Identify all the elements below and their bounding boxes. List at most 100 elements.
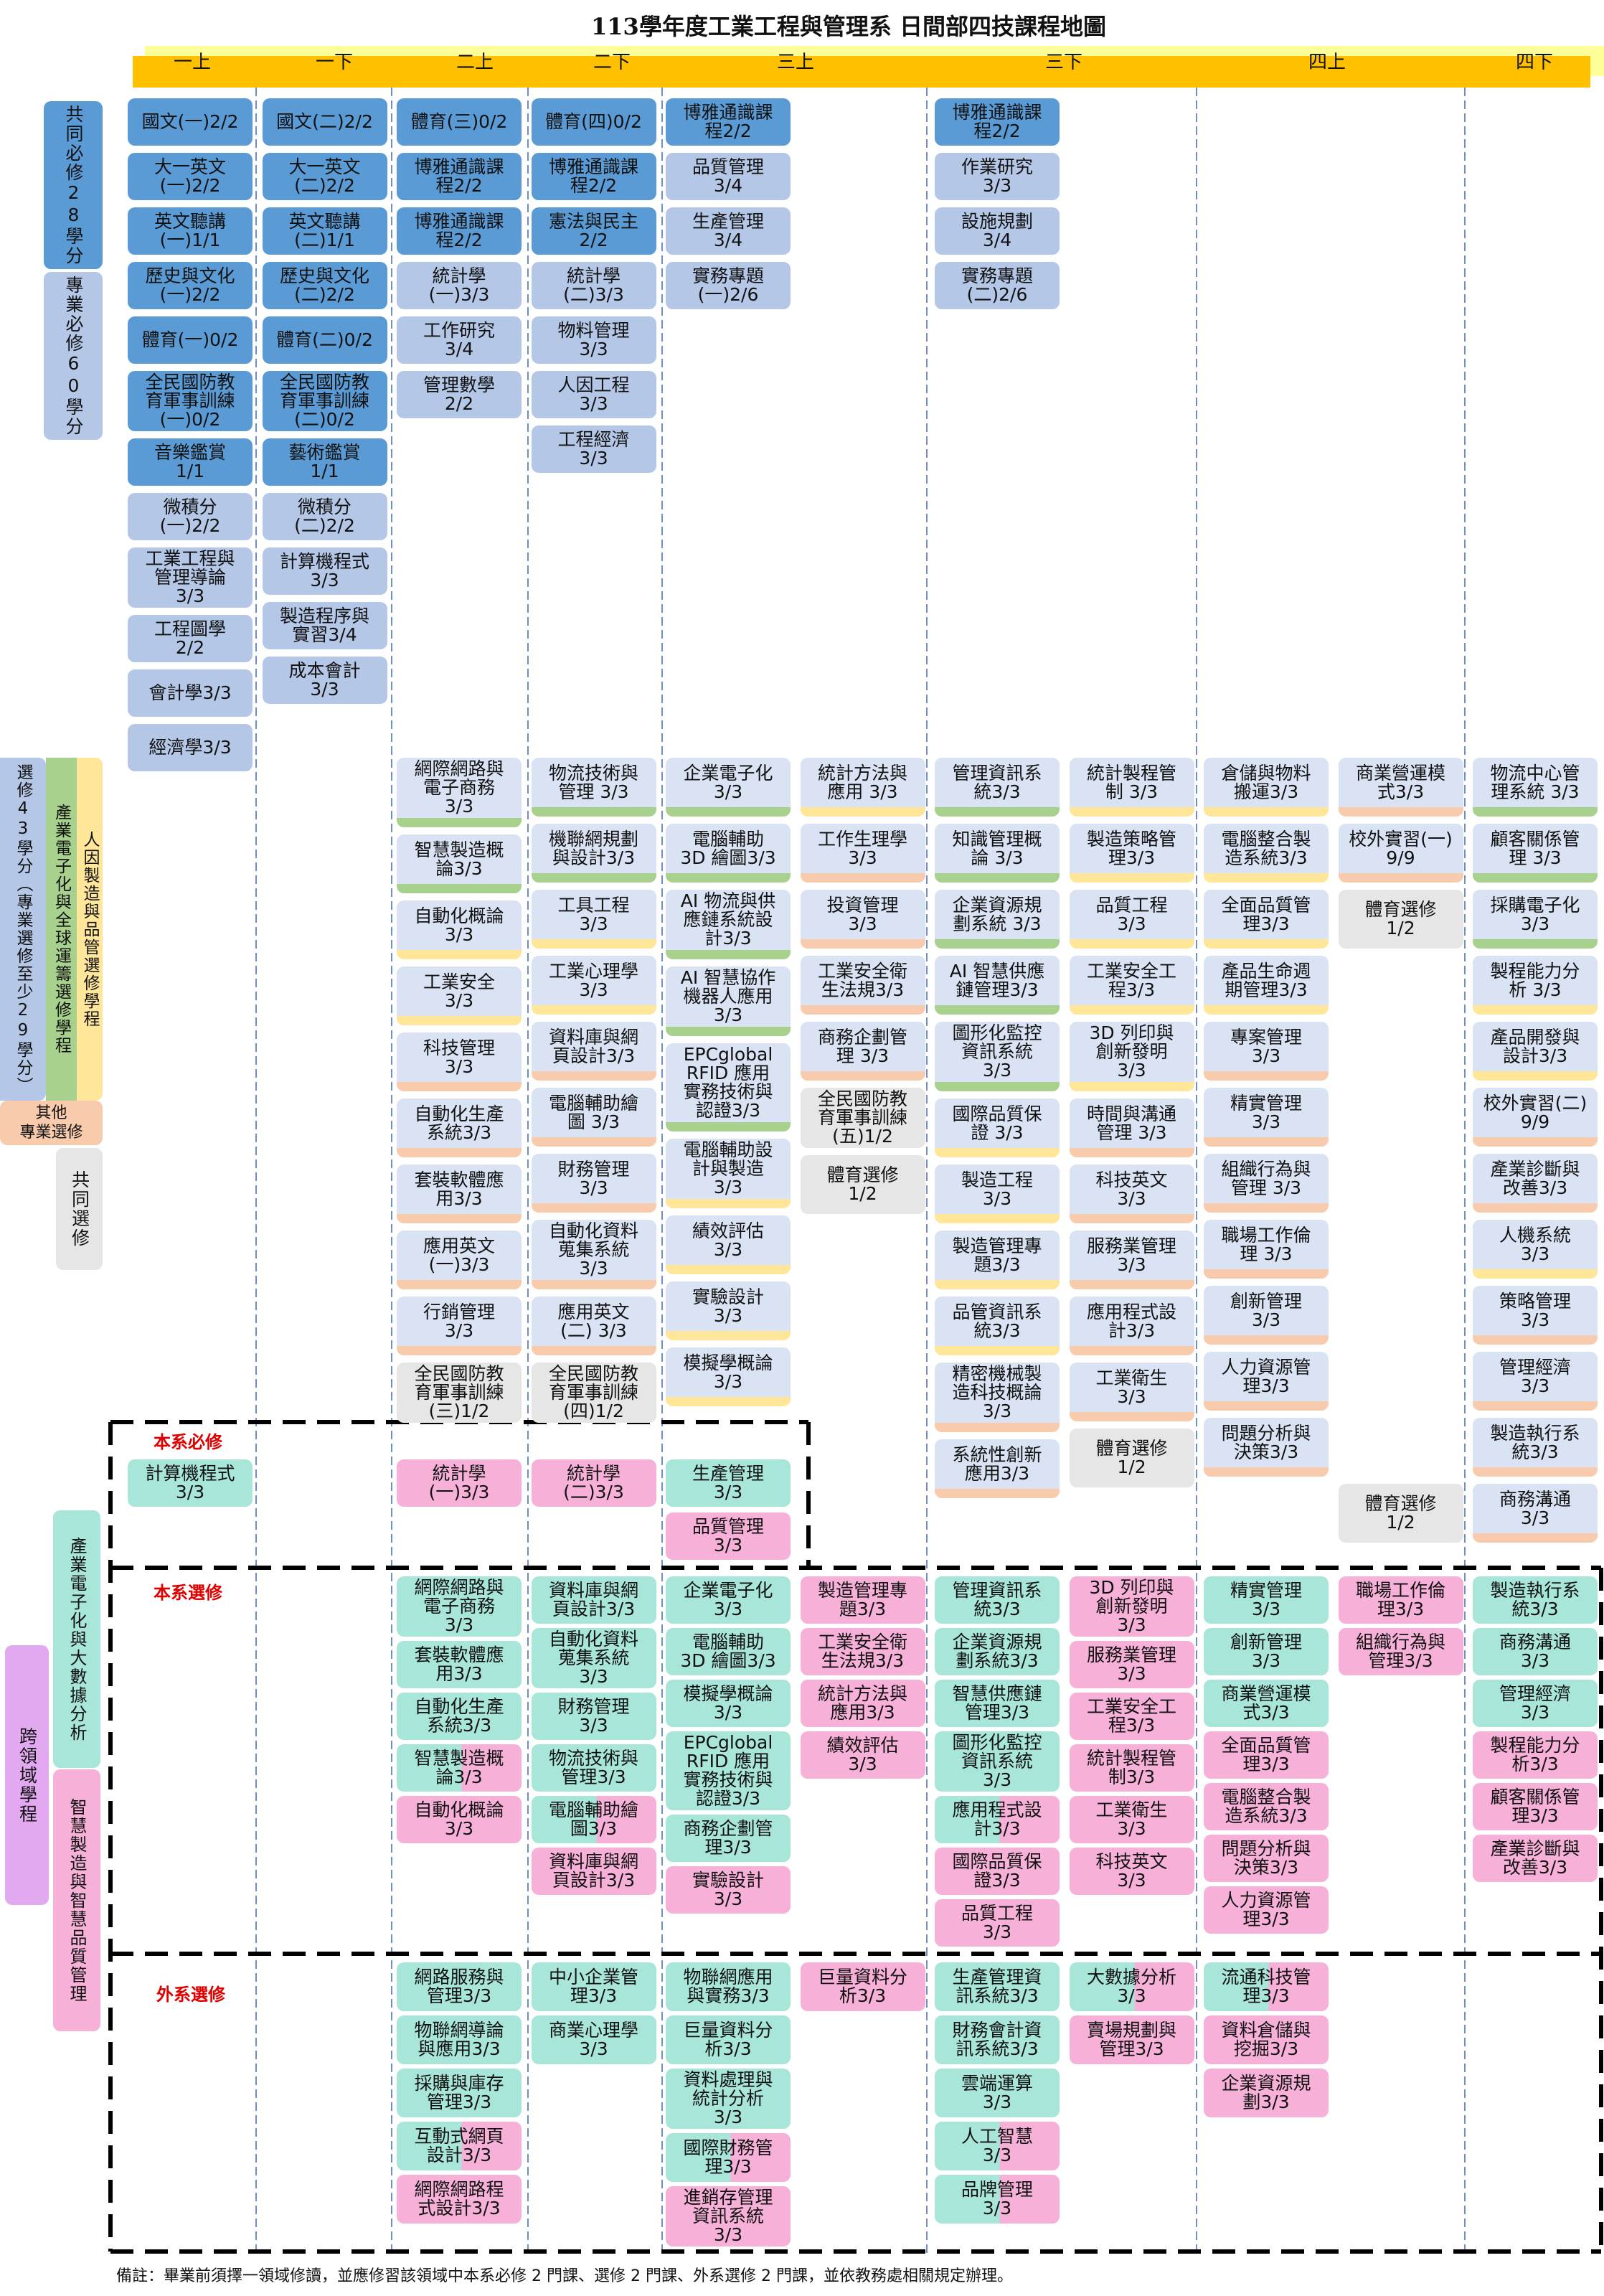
course-card: 商業營運模 式3/3 bbox=[1338, 758, 1463, 817]
course-card: 國際品質保 證 3/3 bbox=[935, 1098, 1060, 1157]
course-card: 商業心理學 3/3 bbox=[531, 2015, 656, 2064]
label-other-elective: 其他 專業選修 bbox=[0, 1101, 103, 1145]
course-card: 製造程序與 實習3/4 bbox=[262, 602, 387, 649]
course-column: 商業營運模 式3/3 校外實習(一) 9/9 體育選修 1/2 體育選修 1/2 bbox=[1338, 758, 1463, 1543]
course-card: 電腦整合製 造系統3/3 bbox=[1204, 824, 1329, 883]
course-card: 互動式網頁 設計3/3 bbox=[397, 2122, 522, 2170]
course-card: 全民國防教 育軍事訓練 (二)0/2 bbox=[262, 371, 387, 431]
course-card: 商業營運模 式3/3 bbox=[1204, 1680, 1329, 1727]
course-card: 校外實習(一) 9/9 bbox=[1338, 824, 1463, 883]
course-card: 統計學 (二)3/3 bbox=[531, 262, 656, 309]
course-card: 工具工程 3/3 bbox=[531, 890, 656, 949]
course-card: 實驗設計 3/3 bbox=[666, 1281, 791, 1340]
course-column: 巨量資料分 析3/3 bbox=[800, 1962, 925, 2011]
course-card: 計算機程式 3/3 bbox=[262, 547, 387, 595]
course-card: 職場工作倫 理 3/3 bbox=[1204, 1220, 1329, 1279]
course-card: 職場工作倫 理3/3 bbox=[1338, 1576, 1463, 1624]
course-card: 倉儲與物料 搬運3/3 bbox=[1204, 758, 1329, 817]
course-card: 系統性創新 應用3/3 bbox=[935, 1439, 1060, 1498]
semester-4-2: 四下 bbox=[1515, 52, 1554, 73]
course-card: 品質管理 3/4 bbox=[666, 153, 791, 200]
course-card: 工程圖學 2/2 bbox=[128, 615, 253, 662]
course-card: 服務業管理 3/3 bbox=[1069, 1641, 1194, 1688]
course-card: 全面品質管 理3/3 bbox=[1204, 890, 1329, 949]
label-elective-total: 選修43學分（專業選修至少29學分） bbox=[0, 758, 46, 1101]
course-card: 微積分 (二)2/2 bbox=[262, 493, 387, 540]
course-card: 網際網路與 電子商務 3/3 bbox=[397, 758, 522, 827]
course-card: 統計學 (一)3/3 bbox=[397, 1459, 522, 1507]
label-external-elective: 外系選修 bbox=[156, 1985, 225, 2005]
course-card: 體育選修 1/2 bbox=[1338, 890, 1463, 949]
course-card: 製造執行系 統3/3 bbox=[1473, 1418, 1598, 1477]
course-card: 博雅通識課 程2/2 bbox=[666, 98, 791, 146]
course-card: 品質工程 3/3 bbox=[935, 1899, 1060, 1947]
course-card: 科技管理 3/3 bbox=[397, 1032, 522, 1091]
course-card: 大一英文 (一)2/2 bbox=[128, 153, 253, 200]
empty-slot bbox=[1339, 1418, 1463, 1477]
course-card: 精密機械製 造科技概論 3/3 bbox=[935, 1363, 1060, 1432]
course-column: 管理資訊系 統3/3 企業資源規 劃系統3/3 智慧供應鏈 管理3/3 圖形化監控 資… bbox=[935, 1576, 1060, 1947]
course-card: 品牌管理 3/3 bbox=[935, 2175, 1060, 2224]
course-column: 資料庫與網 頁設計3/3 自動化資料 蒐集系統 3/3 財務管理 3/3 物流技術與 … bbox=[531, 1576, 656, 1895]
course-card: 全民國防教 育軍事訓練 (三)1/2 bbox=[397, 1363, 522, 1423]
course-card: 電腦輔助 3D 繪圖3/3 bbox=[666, 824, 791, 883]
course-card: 生產管理 3/3 bbox=[666, 1459, 791, 1507]
course-card: 品管資訊系 統3/3 bbox=[935, 1297, 1060, 1355]
course-card: 製造管理專 題3/3 bbox=[800, 1576, 925, 1624]
course-card: 商務企劃管 理 3/3 bbox=[800, 1022, 925, 1081]
course-card: 顧客關係管 理3/3 bbox=[1473, 1783, 1598, 1830]
course-card: 電腦輔助繪 圖3/3 bbox=[531, 1796, 656, 1843]
course-card: 精實管理 3/3 bbox=[1204, 1576, 1329, 1624]
semester-2-1: 二上 bbox=[456, 52, 494, 73]
course-column: 中小企業管 理3/3 商業心理學 3/3 bbox=[531, 1962, 656, 2064]
course-card: 進銷存管理 資訊系統 3/3 bbox=[666, 2186, 791, 2246]
course-card: 績效評估 3/3 bbox=[666, 1215, 791, 1274]
course-card: 自動化概論 3/3 bbox=[397, 900, 522, 959]
course-card: 歷史與文化 (一)2/2 bbox=[128, 262, 253, 309]
course-column: 企業電子化 3/3 電腦輔助 3D 繪圖3/3 AI 物流與供 應鏈系統設 計3/3… bbox=[666, 758, 791, 1406]
course-card: 網際網路與 電子商務 3/3 bbox=[397, 1576, 522, 1637]
course-card: 物流中心管 理系統 3/3 bbox=[1473, 758, 1598, 817]
course-card: 採購與庫存 管理3/3 bbox=[397, 2069, 522, 2117]
course-card: 服務業管理 3/3 bbox=[1069, 1231, 1194, 1289]
course-column: 管理資訊系 統3/3 知識管理概 論 3/3 企業資源規 劃系統 3/3 AI 智慧供… bbox=[935, 758, 1060, 1498]
empty-slot bbox=[1339, 956, 1463, 1015]
course-card: 體育選修 1/2 bbox=[1338, 1484, 1463, 1543]
course-card: 博雅通識課 程2/2 bbox=[397, 207, 522, 255]
label-smart-mfg-quality: 智慧製造與智慧品質管理 bbox=[53, 1769, 100, 2031]
course-card: 產業診斷與 改善3/3 bbox=[1473, 1835, 1598, 1882]
course-card: 工業安全工 程3/3 bbox=[1069, 956, 1194, 1015]
course-card: 工程經濟 3/3 bbox=[531, 425, 656, 473]
label-major-required: 專業必修60學分 bbox=[44, 272, 103, 440]
course-card: 智慧製造概 論3/3 bbox=[397, 834, 522, 893]
course-column: 大數據分析 3/3 賣場規劃與 管理3/3 bbox=[1069, 1962, 1194, 2064]
course-column: 體育(四)0/2 博雅通識課 程2/2 憲法與民主 2/2 統計學 (二)3/3 物料管… bbox=[531, 98, 656, 473]
course-card: 智慧供應鏈 管理3/3 bbox=[935, 1680, 1060, 1727]
course-card: 博雅通識課 程2/2 bbox=[531, 153, 656, 200]
label-program-ebiz-global: 產業電子化與全球運籌選修學程 bbox=[46, 758, 77, 1101]
label-dept-elective: 本系選修 bbox=[154, 1583, 222, 1603]
course-card: AI 物流與供 應鏈系統設 計3/3 bbox=[666, 890, 791, 959]
course-card: 製造策略管 理3/3 bbox=[1069, 824, 1194, 883]
course-card: 全民國防教 育軍事訓練 (一)0/2 bbox=[128, 371, 253, 431]
course-card: 體育(四)0/2 bbox=[531, 98, 656, 146]
course-card: 問題分析與 決策3/3 bbox=[1204, 1835, 1329, 1882]
course-column: 網際網路與 電子商務 3/3 套裝軟體應 用3/3 自動化生產 系統3/3 智慧製造概… bbox=[397, 1576, 522, 1843]
course-column: 生產管理 3/3 品質管理 3/3 bbox=[666, 1459, 791, 1560]
course-card: 物料管理 3/3 bbox=[531, 316, 656, 364]
course-card: 自動化生產 系統3/3 bbox=[397, 1098, 522, 1157]
course-card: 博雅通識課 程2/2 bbox=[397, 153, 522, 200]
course-card: 製造管理專 題3/3 bbox=[935, 1231, 1060, 1289]
course-card: 校外實習(二) 9/9 bbox=[1473, 1088, 1598, 1147]
course-card: AI 智慧供應 鏈管理3/3 bbox=[935, 956, 1060, 1015]
course-card: 圖形化監控 資訊系統 3/3 bbox=[935, 1731, 1060, 1792]
semester-1-2: 一下 bbox=[315, 52, 354, 73]
course-card: 國際財務管 理3/3 bbox=[666, 2133, 791, 2182]
course-card: 工業衛生 3/3 bbox=[1069, 1363, 1194, 1421]
course-card: 策略管理 3/3 bbox=[1473, 1286, 1598, 1345]
course-column: 統計方法與 應用 3/3 工作生理學 3/3 投資管理 3/3 工業安全衛 生法規3/… bbox=[800, 758, 925, 1214]
course-card: 資料倉儲與 挖掘3/3 bbox=[1204, 2015, 1329, 2064]
semester-1-1: 一上 bbox=[173, 52, 212, 73]
course-card: 大一英文 (二)2/2 bbox=[262, 153, 387, 200]
